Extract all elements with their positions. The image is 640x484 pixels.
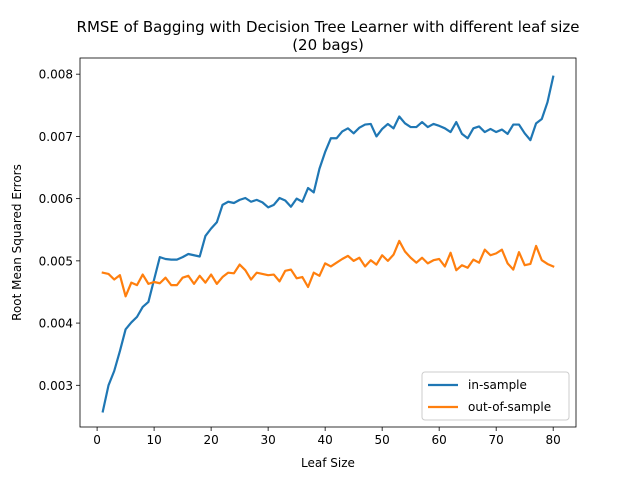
series-line-in-sample [101,75,555,413]
y-tick-label: 0.006 [39,192,73,206]
chart-title: RMSE of Bagging with Decision Tree Learn… [77,18,580,36]
x-tick-label: 10 [146,433,161,447]
x-tick-label: 0 [93,433,101,447]
y-tick-label: 0.008 [39,68,73,82]
chart-subtitle: (20 bags) [292,36,364,54]
x-tick-label: 80 [546,433,561,447]
y-tick-label: 0.005 [39,254,73,268]
series-line-out-of-sample [101,239,555,298]
legend-label-in-sample: in-sample [468,378,527,392]
x-axis-label: Leaf Size [301,456,355,470]
x-axis-ticks: 0 10 20 30 40 50 60 70 80 [93,427,561,447]
x-tick-label: 40 [318,433,333,447]
x-tick-label: 50 [375,433,390,447]
legend: in-sample out-of-sample [421,371,570,421]
series-layer [101,75,555,413]
x-tick-label: 30 [260,433,275,447]
y-tick-label: 0.004 [39,317,73,331]
legend-label-out-of-sample: out-of-sample [468,400,551,414]
x-tick-label: 60 [432,433,447,447]
y-tick-label: 0.003 [39,379,73,393]
legend-box [421,371,570,421]
y-tick-label: 0.007 [39,130,73,144]
x-tick-label: 20 [203,433,218,447]
x-tick-label: 70 [489,433,504,447]
plot-frame [79,57,577,428]
y-axis-ticks: 0.003 0.004 0.005 0.006 0.007 0.008 [39,68,80,393]
y-axis-label: Root Mean Squared Errors [10,164,24,321]
